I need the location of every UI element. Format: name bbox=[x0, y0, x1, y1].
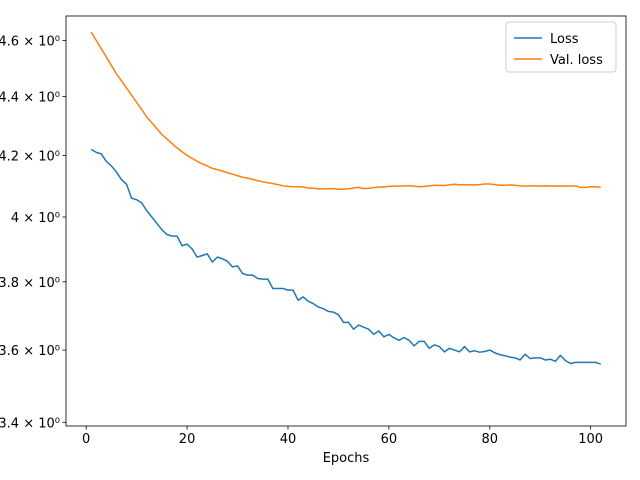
x-tick-label: 60 bbox=[381, 432, 398, 447]
y-tick-label: 4 × 10⁰ bbox=[11, 211, 60, 226]
series-line-val-loss bbox=[90, 31, 601, 190]
legend-label: Loss bbox=[550, 32, 579, 47]
y-tick-label: 4.6 × 10⁰ bbox=[0, 34, 60, 49]
legend-label: Val. loss bbox=[550, 53, 603, 68]
x-tick-label: 100 bbox=[578, 432, 603, 447]
legend: Loss Val. loss bbox=[505, 21, 617, 73]
x-tick-label: 0 bbox=[82, 432, 90, 447]
x-axis-ticks: 0 20 40 60 80 100 bbox=[82, 426, 603, 447]
x-tick-label: 40 bbox=[280, 432, 297, 447]
x-tick-label: 80 bbox=[482, 432, 499, 447]
y-tick-label: 4.4 × 10⁰ bbox=[0, 91, 60, 106]
series-line-loss bbox=[90, 148, 602, 365]
y-tick-label: 3.6 × 10⁰ bbox=[0, 344, 60, 359]
axes-frame bbox=[65, 15, 627, 427]
y-tick-label: 4.2 × 10⁰ bbox=[0, 149, 60, 164]
x-tick-label: 20 bbox=[179, 432, 196, 447]
series-layer bbox=[90, 31, 602, 365]
x-axis-label: Epochs bbox=[323, 451, 370, 466]
plot-area bbox=[65, 15, 627, 427]
y-tick-label: 3.4 × 10⁰ bbox=[0, 416, 60, 431]
y-axis-ticks: 3.4 × 10⁰ 3.6 × 10⁰ 3.8 × 10⁰ 4 × 10⁰ 4.2 × … bbox=[0, 34, 66, 431]
y-tick-label: 3.8 × 10⁰ bbox=[0, 276, 60, 291]
